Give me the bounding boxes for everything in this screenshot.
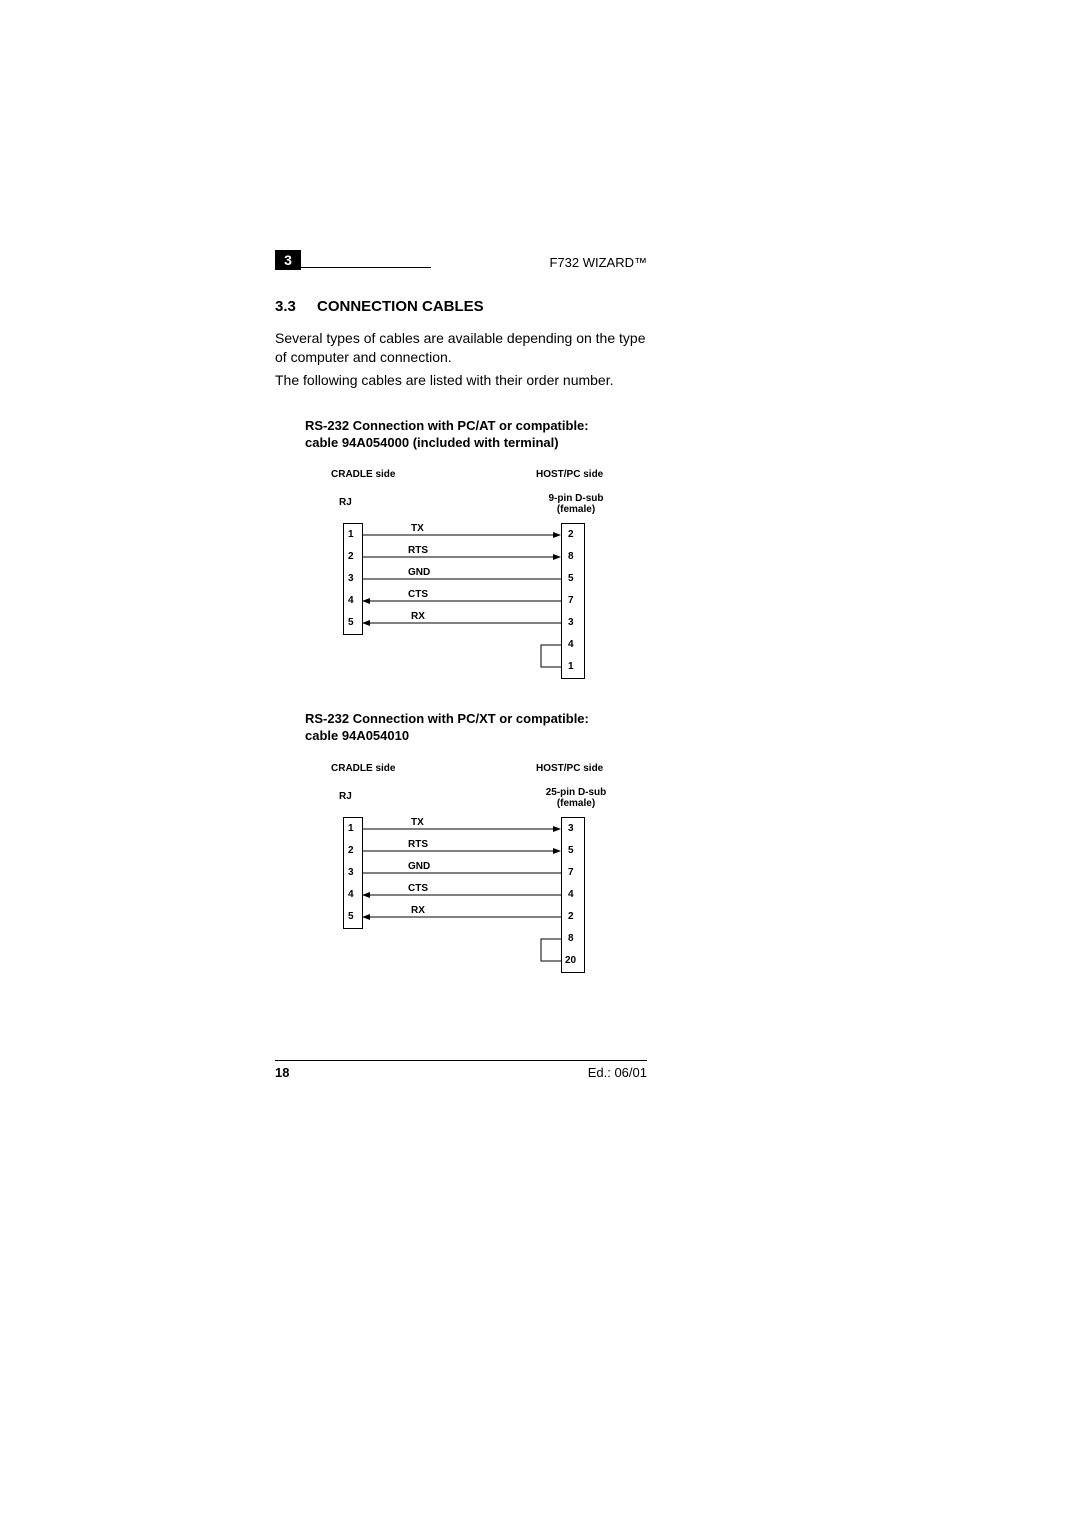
pinout-diagram-1: CRADLE side HOST/PC side RJ 9-pin D-sub … <box>291 469 631 699</box>
section-heading: 3.3 CONNECTION CABLES <box>275 298 647 315</box>
chapter-number-box: 3 <box>275 250 301 270</box>
page-footer: 18 Ed.: 06/01 <box>275 1060 647 1080</box>
diagram-title-line: RS-232 Connection with PC/XT or compatib… <box>305 711 589 726</box>
content-area: 3 F732 WIZARD™ 3.3 CONNECTION CABLES Sev… <box>275 250 647 1003</box>
body-paragraph: Several types of cables are available de… <box>275 329 647 367</box>
edition-label: Ed.: 06/01 <box>588 1065 647 1080</box>
diagram-title: RS-232 Connection with PC/XT or compatib… <box>305 711 647 745</box>
pinout-diagram-2: CRADLE side HOST/PC side RJ 25-pin D-sub… <box>291 763 631 993</box>
wiring-lines <box>291 469 631 699</box>
section-title: CONNECTION CABLES <box>317 298 484 315</box>
page-header: 3 F732 WIZARD™ <box>275 250 647 270</box>
wiring-lines <box>291 763 631 993</box>
header-rule <box>301 266 431 268</box>
diagram-title-line: cable 94A054010 <box>305 728 409 743</box>
document-page: 3 F732 WIZARD™ 3.3 CONNECTION CABLES Sev… <box>0 0 1080 1528</box>
page-number: 18 <box>275 1065 289 1080</box>
diagram-title-line: RS-232 Connection with PC/AT or compatib… <box>305 418 589 433</box>
section-number: 3.3 <box>275 298 317 315</box>
body-paragraph: The following cables are listed with the… <box>275 371 647 390</box>
diagram-title: RS-232 Connection with PC/AT or compatib… <box>305 418 647 452</box>
diagram-title-line: cable 94A054000 (included with terminal) <box>305 435 559 450</box>
document-title: F732 WIZARD™ <box>549 255 647 270</box>
